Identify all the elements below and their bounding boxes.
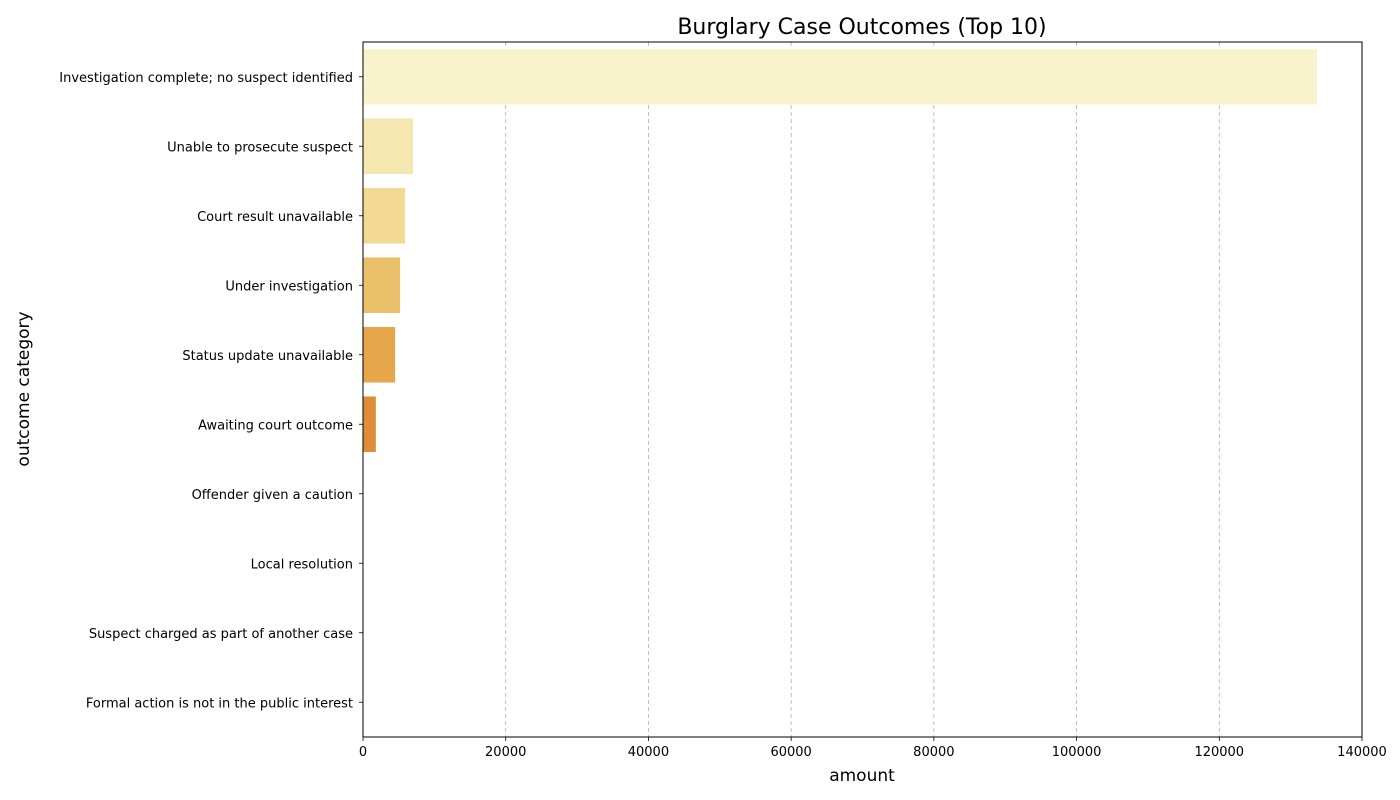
bar [363,118,413,175]
y-tick-label: Investigation complete; no suspect ident… [59,71,353,86]
bar [363,326,396,383]
y-tick-label: Offender given a caution [192,488,353,503]
x-tick-label: 0 [359,745,367,760]
y-tick-label: Local resolution [251,557,353,572]
y-tick-label: Under investigation [225,279,353,294]
bar [363,257,401,314]
y-tick-label: Unable to prosecute suspect [167,140,353,155]
x-tick-label: 80000 [913,745,954,760]
y-tick-label: Awaiting court outcome [198,418,353,433]
bar [363,48,1318,105]
x-tick-label: 60000 [770,745,811,760]
bar [363,187,406,244]
y-tick-label: Status update unavailable [182,349,353,364]
y-tick-label: Formal action is not in the public inter… [86,696,353,711]
chart-title: Burglary Case Outcomes (Top 10) [677,15,1046,40]
x-axis-label: amount [829,766,895,786]
plot-frame [362,41,1363,738]
bar [363,396,376,453]
bar-layer [363,48,1318,731]
x-tick-label: 120000 [1194,745,1244,760]
x-tick-label: 20000 [485,745,526,760]
y-tick-label: Court result unavailable [197,210,353,225]
x-tick-label: 140000 [1337,745,1387,760]
x-tick-label: 100000 [1052,745,1102,760]
y-tick-label: Suspect charged as part of another case [89,627,353,642]
x-tick-label: 40000 [628,745,669,760]
y-axis-label: outcome category [14,311,34,466]
x-axis: 0 20000 40000 60000 80000 100000 120000 140000 [359,737,1387,760]
grid-layer [505,42,1363,737]
y-axis: Investigation complete; no suspect ident… [59,71,363,711]
